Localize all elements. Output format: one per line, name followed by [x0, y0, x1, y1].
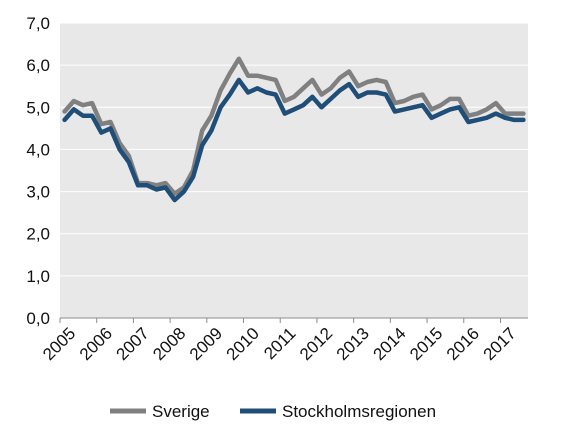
y-tick-label: 0,0: [26, 309, 50, 328]
plot-area: [60, 23, 528, 318]
y-tick-label: 7,0: [26, 14, 50, 33]
x-tick-label: 2009: [186, 324, 226, 364]
x-tick-label: 2007: [113, 324, 153, 364]
y-tick-label: 3,0: [26, 183, 50, 202]
y-axis-ticks: 0,0 1,0 2,0 3,0 4,0 5,0 6,0 7,0: [26, 14, 50, 328]
x-tick-label: 2012: [296, 324, 336, 364]
x-tick-label: 2008: [149, 324, 189, 364]
legend-label-stockholmsregionen: Stockholmsregionen: [282, 402, 436, 421]
x-tick-label: 2016: [443, 324, 483, 364]
legend-item-stockholmsregionen: Stockholmsregionen: [240, 402, 436, 421]
x-axis-ticks: 2005200620072008200920102011201220132014…: [39, 318, 520, 364]
series-lines: [62, 56, 526, 203]
x-tick-label: 2011: [260, 324, 299, 363]
x-tick-label: 2014: [369, 324, 409, 364]
x-tick-label: 2013: [333, 324, 373, 364]
legend: Sverige Stockholmsregionen: [110, 402, 436, 421]
x-tick-label: 2006: [76, 324, 116, 364]
y-tick-label: 1,0: [26, 267, 50, 286]
x-tick-label: 2010: [223, 324, 263, 364]
legend-label-sverige: Sverige: [152, 402, 210, 421]
y-tick-label: 4,0: [26, 140, 50, 159]
y-tick-label: 5,0: [26, 98, 50, 117]
gridlines: [60, 22, 528, 277]
y-tick-label: 6,0: [26, 56, 50, 75]
x-tick-label: 2005: [39, 324, 79, 364]
x-tick-label: 2015: [406, 324, 446, 364]
y-tick-label: 2,0: [26, 225, 50, 244]
series-line-stockholmsregionen: [62, 77, 526, 203]
x-tick-label: 2017: [480, 324, 520, 364]
legend-item-sverige: Sverige: [110, 402, 210, 421]
